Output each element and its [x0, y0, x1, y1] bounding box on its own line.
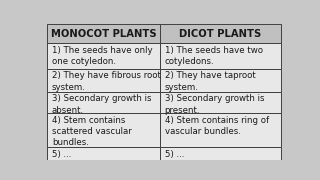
Text: 2) They have taproot
system.: 2) They have taproot system. — [165, 71, 255, 92]
Bar — [47, 24, 160, 43]
Text: 3) Secondary growth is
absent.: 3) Secondary growth is absent. — [52, 94, 151, 114]
Bar — [160, 92, 281, 113]
Text: 2) They have fibrous root
system.: 2) They have fibrous root system. — [52, 71, 161, 92]
Bar — [47, 69, 160, 92]
Bar — [160, 24, 281, 43]
Bar — [47, 43, 160, 69]
Text: MONOCOT PLANTS: MONOCOT PLANTS — [51, 29, 157, 39]
Bar — [47, 147, 160, 163]
Bar — [160, 43, 281, 69]
Text: DICOT PLANTS: DICOT PLANTS — [179, 29, 261, 39]
Text: 5) ...: 5) ... — [52, 150, 71, 159]
Text: 1) The seeds have two
cotyledons.: 1) The seeds have two cotyledons. — [165, 46, 263, 66]
Text: 4) Stem contains ring of
vascular bundles.: 4) Stem contains ring of vascular bundle… — [165, 116, 269, 136]
Bar — [47, 92, 160, 113]
Text: 4) Stem contains
scattered vascular
bundles.: 4) Stem contains scattered vascular bund… — [52, 116, 132, 147]
Bar — [160, 69, 281, 92]
Text: 5) ...: 5) ... — [165, 150, 184, 159]
Bar — [160, 113, 281, 147]
Text: 3) Secondary growth is
present.: 3) Secondary growth is present. — [165, 94, 264, 114]
Bar — [160, 147, 281, 163]
Text: 1) The seeds have only
one cotyledon.: 1) The seeds have only one cotyledon. — [52, 46, 153, 66]
Bar — [47, 113, 160, 147]
